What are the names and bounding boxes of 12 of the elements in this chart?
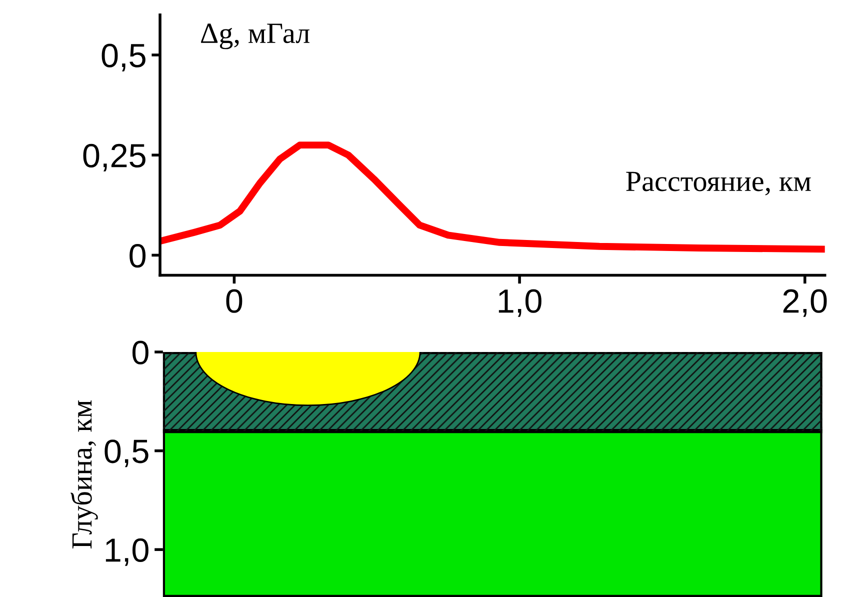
x-tick-label: 0 (226, 289, 242, 313)
x-tick-label: 2,0 (783, 289, 827, 317)
x-tick-label: 1,0 (498, 289, 542, 317)
y-tick-label: 0 (132, 340, 148, 364)
x-axis-title: Расстояние, км (626, 172, 811, 196)
y-tick-label: 0,5 (104, 440, 148, 468)
y-tick-label: 0,25 (83, 144, 146, 172)
y-axis-title: Δg, мГал (201, 24, 310, 50)
y-tick-label: 0,5 (102, 44, 146, 72)
y-axis-title: Глубина, км (70, 400, 98, 548)
y-tick-label: 1,0 (106, 538, 148, 566)
y-tick-label: 0 (130, 244, 146, 268)
